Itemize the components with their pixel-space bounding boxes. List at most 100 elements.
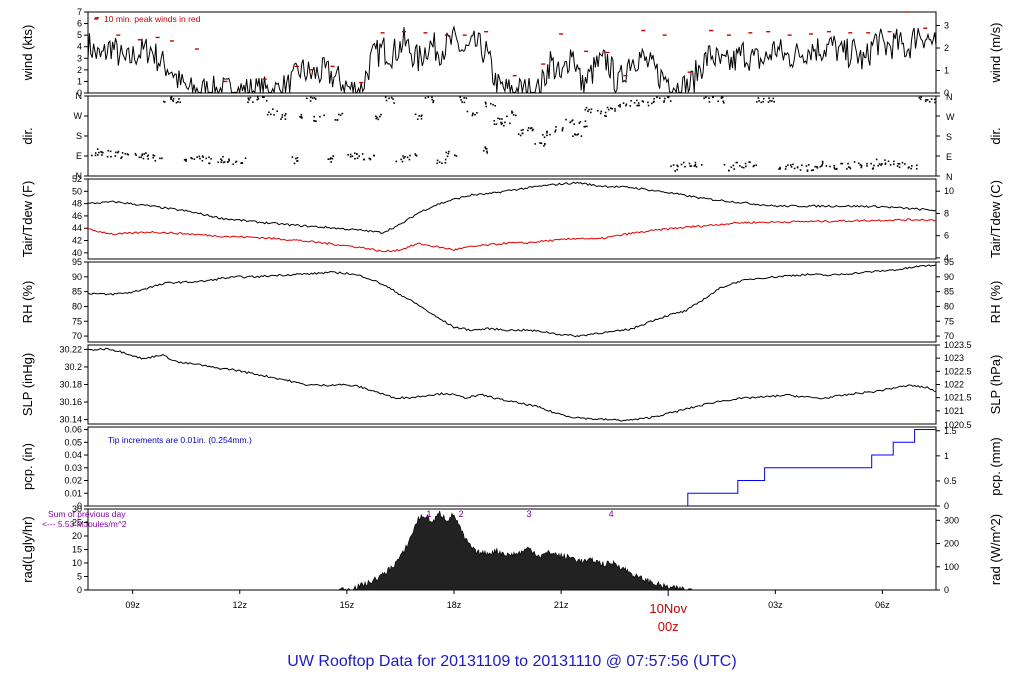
solar-marker-label: 2	[459, 509, 464, 519]
direction-point	[284, 113, 287, 115]
direction-point	[504, 121, 506, 124]
direction-point	[201, 159, 204, 162]
direction-point	[444, 158, 447, 161]
direction-point	[138, 156, 141, 159]
direction-point	[501, 118, 503, 120]
direction-point	[872, 167, 875, 169]
direction-point	[919, 98, 922, 101]
left-axis-label: RH (%)	[20, 281, 35, 324]
direction-point	[484, 101, 487, 104]
direction-point	[708, 97, 710, 99]
direction-point	[934, 101, 936, 104]
direction-point	[115, 151, 117, 154]
x-tick-label: 06z	[875, 600, 890, 610]
direction-point	[300, 116, 303, 119]
direction-point	[183, 159, 186, 161]
direction-point	[145, 152, 147, 154]
direction-point	[585, 125, 588, 128]
direction-point	[816, 167, 819, 169]
direction-point	[459, 96, 461, 99]
direction-point	[589, 111, 592, 114]
direction-point	[210, 158, 212, 160]
direction-point	[438, 161, 441, 163]
direction-point	[625, 104, 627, 107]
direction-point	[806, 169, 809, 172]
direction-point	[172, 100, 175, 102]
direction-point	[175, 101, 178, 104]
direction-point	[486, 152, 489, 154]
right-tick-label: 75	[944, 316, 954, 326]
direction-point	[509, 122, 511, 125]
left-tick-label: 15	[72, 545, 82, 555]
direction-point	[527, 129, 529, 132]
direction-point	[647, 101, 649, 104]
direction-point	[309, 96, 312, 99]
left-axis-label: dir.	[20, 127, 35, 144]
direction-point	[334, 119, 337, 121]
direction-point	[94, 152, 97, 154]
direction-point	[583, 125, 586, 128]
direction-point	[723, 163, 726, 166]
direction-point	[887, 160, 890, 163]
direction-point	[860, 165, 863, 167]
left-tick-label: 75	[72, 316, 82, 326]
direction-point	[140, 156, 142, 159]
direction-point	[736, 161, 738, 164]
direction-point	[431, 96, 433, 99]
left-tick-label: 42	[72, 236, 82, 246]
left-tick-label: 30	[72, 504, 82, 514]
direction-point	[388, 97, 390, 100]
direction-point	[534, 143, 536, 145]
direction-point	[163, 101, 166, 103]
direction-point	[349, 155, 352, 158]
direction-point	[669, 100, 672, 102]
right-axis-label: SLP (hPa)	[988, 355, 1003, 415]
direction-point	[445, 151, 448, 154]
direction-point	[476, 111, 478, 114]
direction-point	[541, 134, 544, 136]
right-tick-label: 6	[944, 231, 949, 241]
direction-point	[506, 115, 508, 118]
direction-point	[420, 117, 423, 120]
direction-point	[497, 117, 499, 120]
direction-point	[799, 169, 802, 171]
direction-point	[454, 154, 456, 156]
direction-point	[793, 167, 796, 170]
left-tick-label: 30.14	[59, 415, 82, 425]
left-tick-label: 3	[77, 53, 82, 63]
direction-point	[878, 163, 881, 165]
direction-point	[667, 96, 670, 99]
direction-point	[500, 121, 502, 124]
direction-point	[109, 150, 112, 153]
direction-point	[762, 97, 765, 100]
direction-point	[201, 155, 204, 157]
direction-point	[543, 136, 546, 139]
direction-point	[712, 96, 714, 99]
direction-point	[463, 97, 465, 99]
right-tick-label: W	[946, 112, 955, 122]
page-title: UW Rooftop Data for 20131109 to 20131110…	[287, 653, 736, 670]
direction-point	[515, 114, 517, 117]
right-tick-label: E	[946, 152, 952, 162]
left-tick-label: 0	[77, 501, 82, 511]
direction-point	[446, 155, 449, 158]
direction-point	[527, 127, 530, 129]
direction-point	[263, 96, 265, 99]
panel-frame	[87, 95, 937, 177]
direction-point	[178, 98, 180, 100]
left-tick-label: 1	[77, 76, 82, 86]
left-tick-label: 0.06	[64, 425, 82, 435]
direction-point	[801, 164, 803, 167]
direction-point	[159, 157, 161, 160]
direction-point	[910, 165, 913, 167]
right-tick-label: 80	[944, 301, 954, 311]
direction-point	[120, 157, 122, 160]
direction-point	[647, 104, 650, 107]
direction-point	[374, 115, 377, 118]
direction-point	[395, 160, 398, 163]
direction-point	[636, 104, 639, 107]
direction-point	[577, 133, 579, 135]
right-tick-label: 1020.5	[944, 420, 972, 430]
panel-frame	[87, 178, 937, 260]
direction-point	[578, 122, 581, 124]
